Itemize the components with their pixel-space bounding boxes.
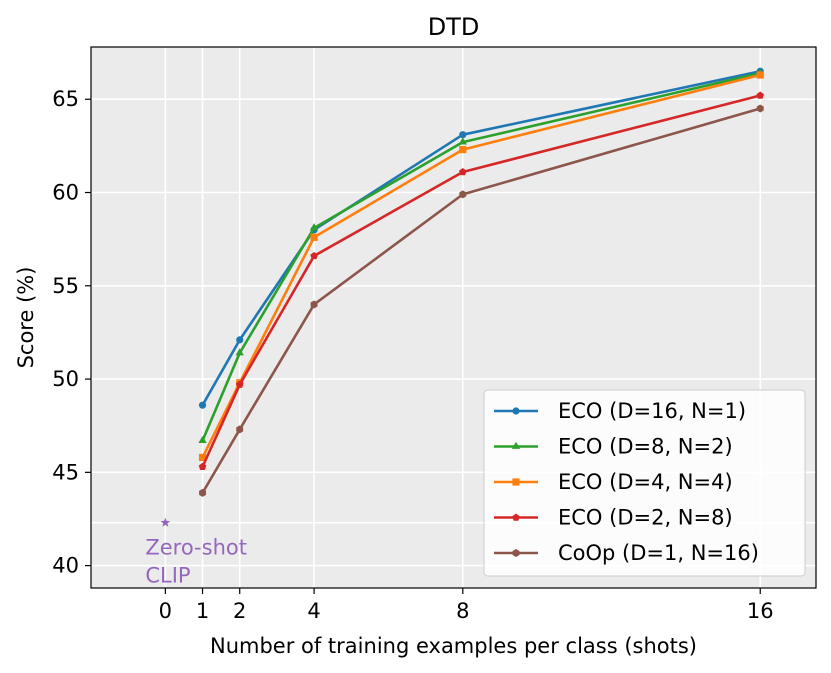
plot-frame xyxy=(90,46,817,589)
data-point xyxy=(198,462,207,470)
legend-entry: ECO (D=4, N=4) xyxy=(494,470,733,494)
data-point xyxy=(458,137,467,145)
series-layer xyxy=(198,67,765,497)
legend-entry: CoOp (D=1, N=16) xyxy=(494,541,759,565)
y-tick-label: 40 xyxy=(52,554,79,578)
y-tick-label: 55 xyxy=(52,274,79,298)
data-point xyxy=(310,233,318,241)
y-tick-label: 50 xyxy=(52,367,79,391)
data-point xyxy=(310,251,318,260)
legend-marker xyxy=(512,478,520,486)
legend: ECO (D=16, N=1) ECO (D=8, N=2) ECO (D=4, N… xyxy=(483,389,806,577)
x-tick-label: 4 xyxy=(307,599,320,623)
series-5 xyxy=(199,104,764,497)
zero-shot-label-line2: CLIP xyxy=(145,564,190,588)
legend-entry: ECO (D=2, N=8) xyxy=(494,506,733,530)
data-point xyxy=(459,146,467,154)
x-tick-label: 2 xyxy=(233,599,246,623)
data-point xyxy=(459,131,467,139)
data-point xyxy=(756,91,765,99)
data-point xyxy=(236,425,244,434)
x-tick-label: 16 xyxy=(747,599,774,623)
legend-marker xyxy=(512,407,520,415)
chart-title: DTD xyxy=(428,13,480,41)
zero-shot-point xyxy=(160,517,171,527)
legend-entry: ECO (D=8, N=2) xyxy=(494,435,733,459)
data-point xyxy=(198,453,207,462)
zero-shot-label-line1: Zero-shot xyxy=(145,536,247,560)
legend-label: ECO (D=8, N=2) xyxy=(558,435,733,459)
x-tick-label: 0 xyxy=(159,599,172,623)
data-point xyxy=(235,380,244,388)
data-point xyxy=(458,167,467,176)
grid-lines xyxy=(91,47,816,588)
data-point xyxy=(756,104,764,113)
legend-marker xyxy=(512,549,520,557)
x-axis-label: Number of training examples per class (s… xyxy=(210,634,697,658)
x-tick-label: 8 xyxy=(456,599,469,623)
data-point xyxy=(198,435,207,444)
y-axis-label: Score (%) xyxy=(14,267,38,369)
data-point xyxy=(198,401,207,409)
legend-box xyxy=(483,389,806,577)
legend-entry: ECO (D=16, N=1) xyxy=(494,399,746,423)
zero-shot-layer: Zero-shot CLIP xyxy=(145,517,247,588)
axis-ticks: 0 1 2 4 8 16 40 45 50 55 60 65 xyxy=(52,87,773,623)
legend-label: ECO (D=16, N=1) xyxy=(558,399,746,423)
legend-marker xyxy=(511,441,521,449)
series-4 xyxy=(198,91,765,470)
legend-label: CoOp (D=1, N=16) xyxy=(558,541,759,565)
data-point xyxy=(236,336,244,344)
y-tick-label: 60 xyxy=(52,181,79,205)
x-tick-label: 1 xyxy=(196,599,209,623)
y-tick-label: 65 xyxy=(52,87,79,111)
data-point xyxy=(310,300,318,309)
data-point xyxy=(756,71,764,79)
data-point xyxy=(199,488,206,497)
legend-marker xyxy=(512,513,520,521)
data-point xyxy=(235,348,244,356)
y-tick-label: 45 xyxy=(52,460,79,484)
legend-label: ECO (D=4, N=4) xyxy=(558,470,733,494)
data-point xyxy=(309,223,319,231)
legend-label: ECO (D=2, N=8) xyxy=(558,506,733,530)
data-point xyxy=(459,190,467,199)
